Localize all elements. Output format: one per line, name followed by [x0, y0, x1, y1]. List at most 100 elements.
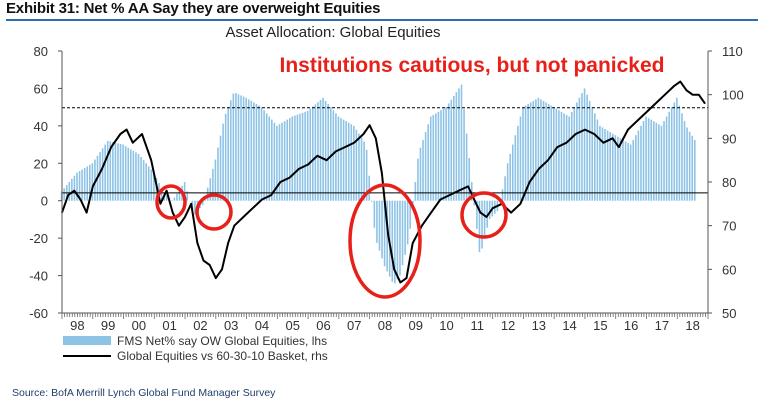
bar — [693, 139, 696, 201]
highlight-circle — [155, 184, 187, 220]
bar — [640, 125, 642, 201]
line-point — [119, 133, 122, 135]
line-point — [221, 268, 223, 270]
line-point — [362, 133, 365, 135]
bar — [473, 200, 476, 206]
bar — [406, 200, 409, 245]
bar — [78, 171, 81, 201]
bar — [414, 182, 417, 201]
line-point — [538, 168, 540, 170]
bar — [273, 122, 276, 201]
bar — [642, 121, 645, 201]
bar — [365, 149, 368, 201]
bar — [591, 107, 594, 201]
bar — [424, 132, 427, 201]
bar — [224, 113, 227, 201]
x-tick-label: 05 — [285, 318, 299, 333]
bar — [183, 182, 186, 201]
line-point — [430, 211, 432, 214]
bar — [227, 107, 230, 201]
bar — [363, 141, 365, 201]
bar — [360, 137, 363, 201]
bar — [550, 105, 553, 201]
line-point — [101, 168, 103, 170]
bar — [596, 119, 599, 201]
line-point — [233, 225, 235, 227]
line-point — [270, 194, 272, 196]
line-point — [165, 190, 168, 192]
bar — [119, 143, 122, 201]
bar — [263, 110, 265, 201]
bar — [547, 104, 550, 201]
right-tick-label: 50 — [722, 306, 736, 321]
bar — [604, 128, 606, 201]
line-point — [252, 207, 254, 209]
bar — [650, 119, 653, 201]
line-point — [473, 198, 475, 201]
left-tick-label: 20 — [34, 156, 48, 171]
x-tick-label: 17 — [655, 318, 669, 333]
bar — [573, 107, 576, 201]
bar — [194, 200, 196, 215]
x-tick-label: 02 — [193, 318, 207, 333]
line-point — [627, 129, 629, 131]
bar — [347, 122, 350, 201]
bar — [255, 104, 258, 201]
bar — [445, 107, 447, 201]
bar — [353, 125, 355, 201]
right-tick-label: 60 — [722, 262, 736, 277]
line-point — [510, 211, 512, 214]
annotation-text: Institutions cautious, but not panicked — [279, 54, 664, 77]
bar — [578, 97, 581, 201]
bar — [583, 88, 586, 201]
x-tick-label: 06 — [316, 318, 330, 333]
bar — [419, 147, 422, 201]
bar — [381, 200, 383, 259]
bar — [611, 133, 614, 201]
bar — [535, 99, 537, 201]
bar — [337, 116, 340, 201]
bar — [165, 194, 168, 201]
left-tick-label: 40 — [34, 119, 48, 134]
bar — [76, 172, 78, 201]
x-tick-label: 01 — [162, 318, 176, 333]
bar — [411, 200, 414, 206]
axes: 80 60 40 20 0 -20 -40 -60 110 100 90 80 70 60 50 98 99 00… — [29, 44, 744, 333]
line-point — [92, 185, 94, 187]
x-tick-label: 04 — [255, 318, 269, 333]
line-point — [519, 203, 521, 205]
bar — [201, 200, 204, 206]
line-point — [375, 137, 377, 139]
x-tick-label: 14 — [562, 318, 576, 333]
line-point — [353, 142, 355, 144]
bar — [581, 93, 583, 201]
line-point — [679, 80, 681, 83]
line-point — [227, 242, 229, 244]
bar — [517, 125, 519, 201]
bar — [237, 94, 240, 201]
bar — [601, 127, 604, 201]
bar — [83, 167, 86, 201]
bar — [135, 152, 137, 201]
x-tick-label: 99 — [101, 318, 115, 333]
line-point — [467, 185, 469, 187]
bar — [519, 116, 522, 201]
bar — [427, 124, 429, 201]
bar — [250, 100, 253, 201]
bar — [447, 103, 450, 201]
line-point — [369, 124, 371, 126]
x-tick-label: 07 — [347, 318, 361, 333]
line-point — [79, 198, 82, 201]
bar — [340, 118, 342, 201]
chart: Asset Allocation: Global Equities 80 60 40… — [29, 24, 744, 363]
bar — [378, 200, 381, 251]
bar — [130, 149, 132, 201]
line-point — [279, 181, 282, 183]
bar — [624, 141, 627, 201]
line-point — [485, 216, 488, 218]
bar — [576, 102, 578, 201]
line-point — [692, 94, 694, 96]
bar — [478, 200, 481, 253]
bar — [655, 122, 658, 201]
bar — [219, 135, 222, 201]
